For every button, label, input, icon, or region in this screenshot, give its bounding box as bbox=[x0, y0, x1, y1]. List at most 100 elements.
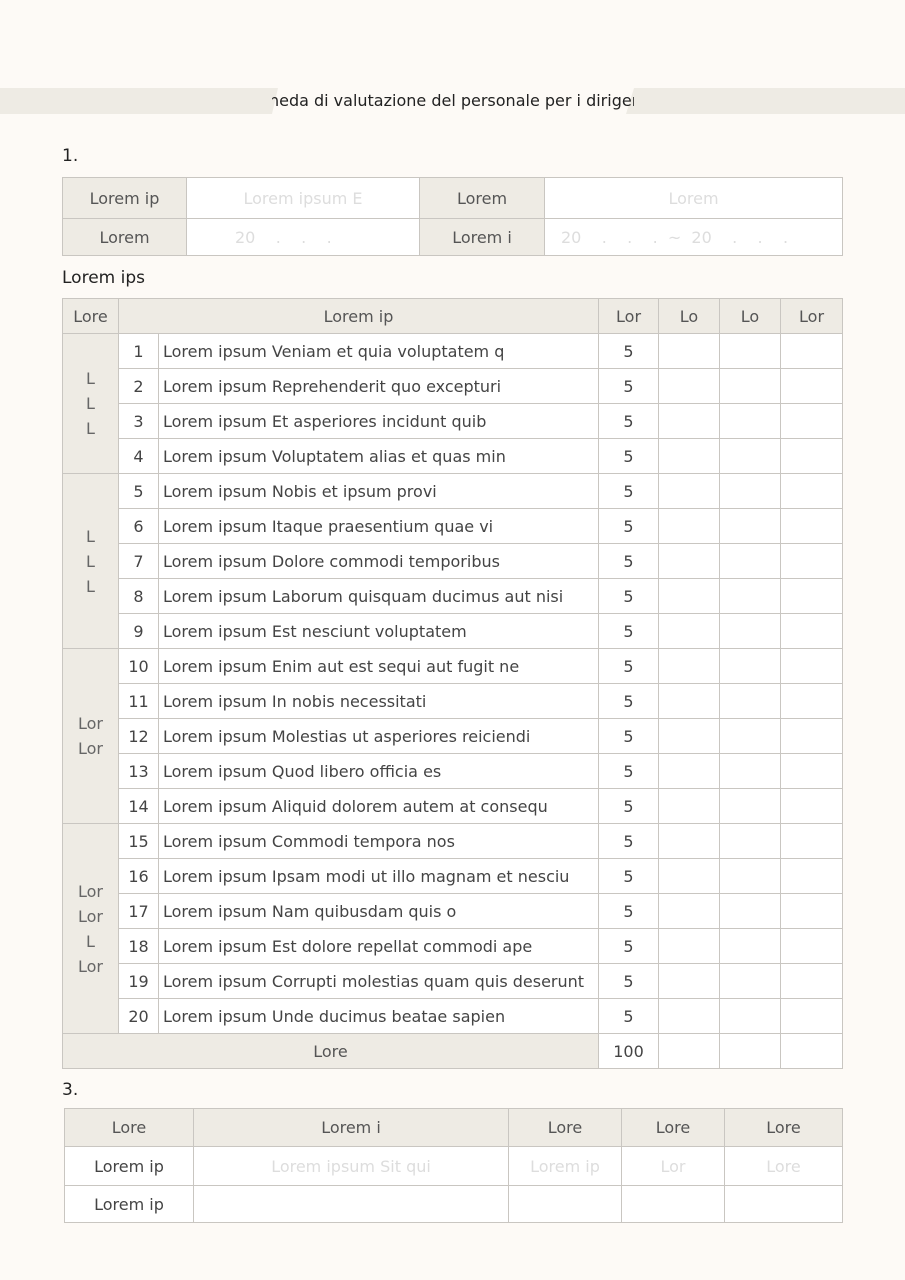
input-field[interactable]: Lorem ipsum Sit qui bbox=[193, 1146, 509, 1186]
score-input[interactable] bbox=[780, 368, 844, 404]
score-input[interactable] bbox=[658, 648, 721, 684]
score-input[interactable] bbox=[780, 578, 844, 614]
row-number: 3 bbox=[118, 403, 159, 439]
score-input[interactable] bbox=[719, 578, 782, 614]
row-label: Lorem ip bbox=[64, 1146, 194, 1186]
header-col-6: Lor bbox=[780, 298, 844, 334]
total-input[interactable] bbox=[658, 1033, 721, 1069]
score-input[interactable] bbox=[780, 648, 844, 684]
score-input[interactable] bbox=[719, 928, 782, 964]
score-input[interactable] bbox=[658, 963, 721, 999]
date-range-field[interactable]: 20 . . . ~ 20 . . . bbox=[544, 218, 843, 256]
input-field[interactable]: Lore bbox=[724, 1146, 843, 1186]
input-field[interactable]: Lorem bbox=[544, 177, 843, 219]
score-input[interactable] bbox=[719, 508, 782, 544]
score-input[interactable] bbox=[719, 613, 782, 649]
max-score: 5 bbox=[598, 963, 660, 999]
table-row: 19 Lorem ipsum Corrupti molestias quam qu… bbox=[63, 963, 844, 999]
row-number: 4 bbox=[118, 438, 159, 474]
score-input[interactable] bbox=[780, 438, 844, 474]
score-input[interactable] bbox=[780, 543, 844, 579]
item-text: Lorem ipsum Nobis et ipsum provi bbox=[157, 473, 600, 509]
score-input[interactable] bbox=[719, 998, 782, 1034]
score-input[interactable] bbox=[658, 823, 721, 859]
score-input[interactable] bbox=[658, 718, 721, 754]
score-input[interactable] bbox=[719, 963, 782, 999]
score-input[interactable] bbox=[780, 718, 844, 754]
score-input[interactable] bbox=[658, 438, 721, 474]
max-score: 5 bbox=[598, 823, 660, 859]
date-field[interactable]: 20 . . . bbox=[186, 218, 420, 256]
score-input[interactable] bbox=[719, 753, 782, 789]
score-input[interactable] bbox=[658, 473, 721, 509]
score-input[interactable] bbox=[780, 613, 844, 649]
score-input[interactable] bbox=[658, 613, 721, 649]
score-input[interactable] bbox=[658, 998, 721, 1034]
row-number: 5 bbox=[118, 473, 159, 509]
score-input[interactable] bbox=[658, 333, 721, 369]
input-field[interactable] bbox=[621, 1185, 725, 1223]
input-field[interactable] bbox=[508, 1185, 622, 1223]
score-input[interactable] bbox=[719, 683, 782, 719]
score-input[interactable] bbox=[780, 473, 844, 509]
score-input[interactable] bbox=[719, 368, 782, 404]
score-input[interactable] bbox=[780, 403, 844, 439]
score-input[interactable] bbox=[719, 473, 782, 509]
input-field[interactable]: Lorem ip bbox=[508, 1146, 622, 1186]
score-input[interactable] bbox=[719, 543, 782, 579]
score-input[interactable] bbox=[780, 823, 844, 859]
score-input[interactable] bbox=[719, 718, 782, 754]
header-cell: Lore bbox=[508, 1108, 622, 1147]
section2-heading: Lorem ips bbox=[62, 268, 145, 288]
input-field[interactable] bbox=[193, 1185, 509, 1223]
max-score: 5 bbox=[598, 683, 660, 719]
title-band-gap bbox=[272, 88, 634, 114]
summary-table: Lore Lorem i Lore Lore Lore Lorem ip Lor… bbox=[64, 1108, 843, 1223]
score-input[interactable] bbox=[658, 858, 721, 894]
input-field[interactable]: Lorem ipsum E bbox=[186, 177, 420, 219]
score-input[interactable] bbox=[658, 368, 721, 404]
total-input[interactable] bbox=[780, 1033, 844, 1069]
item-text: Lorem ipsum Laborum quisquam ducimus aut… bbox=[157, 578, 600, 614]
score-input[interactable] bbox=[658, 508, 721, 544]
score-input[interactable] bbox=[780, 753, 844, 789]
score-input[interactable] bbox=[658, 893, 721, 929]
score-input[interactable] bbox=[658, 578, 721, 614]
score-input[interactable] bbox=[780, 893, 844, 929]
score-input[interactable] bbox=[658, 683, 721, 719]
item-text: Lorem ipsum Ipsam modi ut illo magnam et… bbox=[157, 858, 600, 894]
score-input[interactable] bbox=[780, 788, 844, 824]
score-input[interactable] bbox=[658, 928, 721, 964]
max-score: 5 bbox=[598, 718, 660, 754]
score-input[interactable] bbox=[719, 858, 782, 894]
score-input[interactable] bbox=[658, 788, 721, 824]
score-input[interactable] bbox=[658, 543, 721, 579]
score-input[interactable] bbox=[719, 893, 782, 929]
label-cell: Lorem ip bbox=[62, 177, 187, 219]
score-input[interactable] bbox=[719, 788, 782, 824]
score-input[interactable] bbox=[780, 963, 844, 999]
score-input[interactable] bbox=[719, 403, 782, 439]
score-input[interactable] bbox=[780, 928, 844, 964]
score-input[interactable] bbox=[658, 753, 721, 789]
score-input[interactable] bbox=[780, 333, 844, 369]
section3-heading: 3. bbox=[62, 1080, 79, 1100]
score-input[interactable] bbox=[780, 858, 844, 894]
row-number: 12 bbox=[118, 718, 159, 754]
score-input[interactable] bbox=[658, 403, 721, 439]
header-col-4: Lo bbox=[658, 298, 721, 334]
score-input[interactable] bbox=[719, 823, 782, 859]
input-field[interactable]: Lor bbox=[621, 1146, 725, 1186]
header-item: Lorem ip bbox=[117, 298, 600, 334]
score-input[interactable] bbox=[719, 438, 782, 474]
category-cell: Lor Lor L Lor bbox=[62, 823, 119, 1034]
row-number: 2 bbox=[118, 368, 159, 404]
total-input[interactable] bbox=[719, 1033, 782, 1069]
score-input[interactable] bbox=[780, 683, 844, 719]
input-field[interactable] bbox=[724, 1185, 843, 1223]
score-input[interactable] bbox=[780, 508, 844, 544]
score-input[interactable] bbox=[780, 998, 844, 1034]
score-input[interactable] bbox=[719, 333, 782, 369]
score-input[interactable] bbox=[719, 648, 782, 684]
